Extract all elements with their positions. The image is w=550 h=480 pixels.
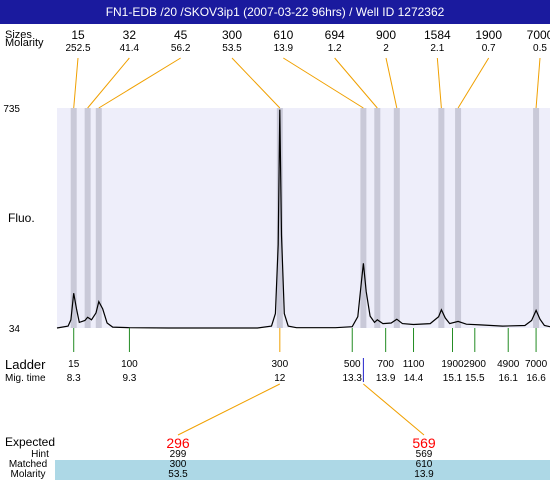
ladder-size-label-7: 2900 xyxy=(464,359,487,370)
ladder-size-label-4: 700 xyxy=(377,359,394,370)
mig-time-label: Mig. time xyxy=(5,373,46,384)
ladder-size-label-9: 7000 xyxy=(525,359,548,370)
ladder-mig-time-label-8: 16.1 xyxy=(498,373,518,384)
ladder-size-label-6: 1900 xyxy=(441,359,464,370)
peak-size-label-2: 45 xyxy=(174,28,188,42)
peak-molarity-label-4: 13.9 xyxy=(274,43,294,54)
y-tick-top: 735 xyxy=(3,104,20,115)
peak-connector-0 xyxy=(73,57,79,109)
expected-molarity-value-0: 53.5 xyxy=(168,469,188,480)
ladder-mig-time-label-6: 15.1 xyxy=(443,373,463,384)
header-title: FN1-EDB /20 /SKOV3ip1 (2007-03-22 96hrs)… xyxy=(0,0,550,24)
peak-size-label-1: 32 xyxy=(123,28,137,42)
ladder-mig-time-label-9: 16.6 xyxy=(526,373,546,384)
peak-molarity-label-6: 2 xyxy=(383,43,389,54)
expected-connector-1 xyxy=(363,383,425,436)
hint-value-0: 299 xyxy=(170,449,187,460)
peak-band-7 xyxy=(438,108,445,328)
ladder-mig-time-label-7: 15.5 xyxy=(465,373,485,384)
ladder-size-label-3: 500 xyxy=(344,359,361,370)
peak-connector-3 xyxy=(231,57,281,109)
peak-connector-8 xyxy=(457,57,490,109)
y-tick-bottom: 34 xyxy=(9,324,21,335)
ladder-size-label-1: 100 xyxy=(121,359,138,370)
ladder-label: Ladder xyxy=(5,357,46,372)
ladder-mig-time-label-1: 9.3 xyxy=(122,373,136,384)
hint-label: Hint xyxy=(31,449,49,460)
expected-connector-0 xyxy=(177,383,281,436)
peak-band-4 xyxy=(360,108,367,328)
ladder-mig-time-label-3: 13.3 xyxy=(343,373,363,384)
peak-band-0 xyxy=(70,108,77,328)
peak-molarity-label-3: 53.5 xyxy=(222,43,242,54)
peak-band-5 xyxy=(374,108,381,328)
ladder-mig-time-label-0: 8.3 xyxy=(67,373,81,384)
peak-connector-1 xyxy=(87,57,130,109)
peak-size-label-4: 610 xyxy=(273,28,293,42)
ladder-mig-time-label-4: 13.9 xyxy=(376,373,396,384)
peak-band-9 xyxy=(533,108,540,328)
y-axis-label: Fluo. xyxy=(8,211,35,225)
peak-molarity-label-8: 0.7 xyxy=(482,43,496,54)
peak-size-label-5: 694 xyxy=(325,28,345,42)
ladder-size-label-0: 15 xyxy=(68,359,80,370)
peak-size-label-9: 7000 xyxy=(527,28,550,42)
matched-label: Matched xyxy=(9,459,47,470)
molarity-label-top: Molarity xyxy=(5,37,44,49)
ladder-size-label-5: 1100 xyxy=(403,359,425,370)
peak-molarity-label-7: 2.1 xyxy=(430,43,444,54)
peak-band-2 xyxy=(95,108,102,328)
ladder-size-label-8: 4900 xyxy=(497,359,520,370)
peak-connector-9 xyxy=(535,57,541,109)
expected-molarity-value-1: 13.9 xyxy=(414,469,434,480)
signal-trace xyxy=(56,109,550,329)
expected-value-0: 296 xyxy=(166,435,190,451)
expected-label: Expected xyxy=(5,435,55,449)
peak-size-label-3: 300 xyxy=(222,28,242,42)
ladder-mig-time-label-5: 14.4 xyxy=(404,373,424,384)
peak-connector-4 xyxy=(283,57,364,109)
ladder-size-label-2: 300 xyxy=(271,359,288,370)
sizes-label: Sizes xyxy=(5,29,32,41)
peak-connector-5 xyxy=(334,57,378,109)
peak-band-6 xyxy=(393,108,400,328)
peak-band-3 xyxy=(276,108,283,328)
peak-size-label-6: 900 xyxy=(376,28,396,42)
peak-band-1 xyxy=(84,108,91,328)
matched-row-background xyxy=(55,460,550,480)
peak-molarity-label-2: 56.2 xyxy=(171,43,191,54)
ladder-mig-time-label-2: 12 xyxy=(274,373,286,384)
peak-molarity-label-5: 1.2 xyxy=(328,43,342,54)
peak-connector-6 xyxy=(385,57,398,109)
peak-size-label-8: 1900 xyxy=(475,28,502,42)
hint-value-1: 569 xyxy=(416,449,433,460)
peak-size-label-0: 15 xyxy=(71,28,85,42)
peak-connector-7 xyxy=(436,57,442,109)
plot-area xyxy=(57,108,550,328)
matched-value-1: 610 xyxy=(416,459,433,470)
peak-molarity-label-1: 41.4 xyxy=(120,43,140,54)
expected-value-1: 569 xyxy=(412,435,436,451)
peak-connector-2 xyxy=(98,57,181,109)
peak-band-8 xyxy=(455,108,462,328)
matched-value-0: 300 xyxy=(170,459,187,470)
peak-molarity-label-0: 252.5 xyxy=(65,43,90,54)
peak-molarity-label-9: 0.5 xyxy=(533,43,547,54)
molarity-label-bottom: Molarity xyxy=(10,469,45,480)
peak-size-label-7: 1584 xyxy=(424,28,451,42)
